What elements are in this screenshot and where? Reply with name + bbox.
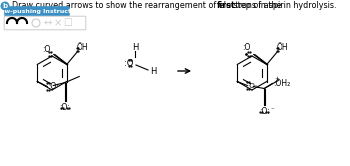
Text: H: H <box>132 43 138 52</box>
Text: :O: :O <box>124 58 133 68</box>
Text: ·O·: ·O· <box>247 83 257 88</box>
Text: Arrow-pushing Instructions: Arrow-pushing Instructions <box>0 8 85 13</box>
Text: step of aspirin hydrolysis.: step of aspirin hydrolysis. <box>231 1 337 10</box>
Text: b: b <box>2 3 8 9</box>
Text: ÖH: ÖH <box>277 42 288 51</box>
Text: :O:: :O: <box>259 108 270 117</box>
Text: ×: × <box>54 18 62 28</box>
Text: ÖH: ÖH <box>77 42 88 51</box>
Text: :O:: :O: <box>59 103 70 113</box>
Text: :O: :O <box>242 43 251 52</box>
Text: +: + <box>274 76 279 81</box>
FancyBboxPatch shape <box>4 16 86 30</box>
Circle shape <box>0 1 9 10</box>
Text: :O: :O <box>42 44 51 53</box>
Text: ↔: ↔ <box>44 18 52 28</box>
FancyBboxPatch shape <box>4 6 70 16</box>
Text: :OH₂: :OH₂ <box>273 79 290 88</box>
Text: Draw curved arrows to show the rearrangement of electrons in the: Draw curved arrows to show the rearrange… <box>12 1 284 10</box>
Text: first: first <box>217 1 236 10</box>
Text: ⁻: ⁻ <box>270 108 274 114</box>
Text: ☐: ☐ <box>64 18 72 28</box>
Text: ·O·: ·O· <box>48 82 59 91</box>
Text: H: H <box>150 67 156 76</box>
